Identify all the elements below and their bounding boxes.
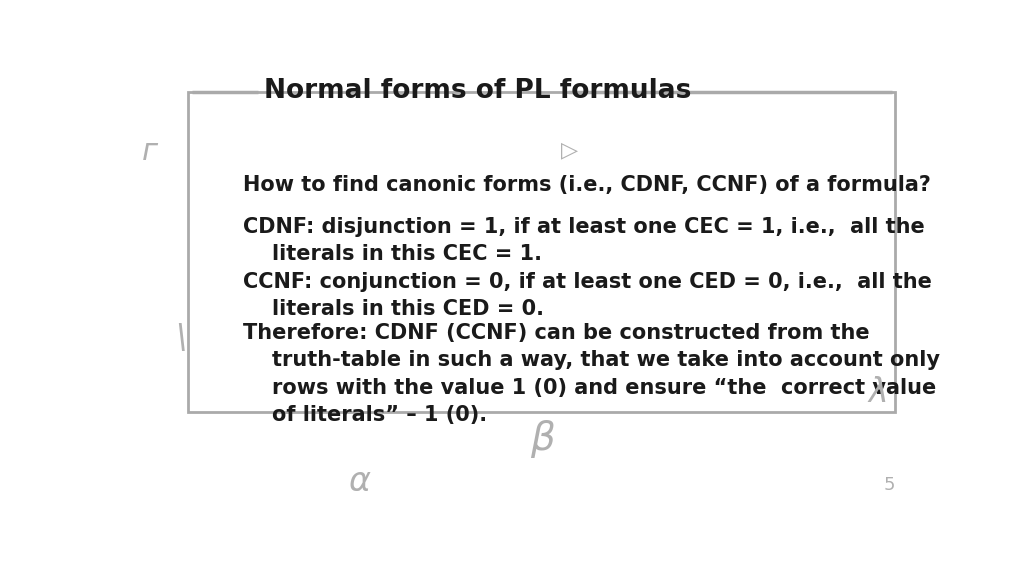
Text: Therefore: CDNF (CCNF) can be constructed from the
    truth-table in such a way: Therefore: CDNF (CCNF) can be constructe… bbox=[243, 323, 940, 425]
Text: α: α bbox=[348, 465, 370, 498]
Text: ▷: ▷ bbox=[561, 141, 579, 161]
Text: г: г bbox=[141, 137, 158, 166]
Text: 5: 5 bbox=[884, 476, 895, 494]
Text: λ: λ bbox=[868, 376, 888, 409]
Text: \: \ bbox=[175, 322, 186, 355]
Bar bbox=[188, 92, 895, 412]
Text: How to find canonic forms (i.e., CDNF, CCNF) of a formula?: How to find canonic forms (i.e., CDNF, C… bbox=[243, 175, 931, 195]
Text: β: β bbox=[530, 420, 555, 458]
Text: CCNF: conjunction = 0, if at least one CED = 0, i.e.,  all the
    literals in t: CCNF: conjunction = 0, if at least one C… bbox=[243, 272, 932, 319]
Text: CDNF: disjunction = 1, if at least one CEC = 1, i.e.,  all the
    literals in t: CDNF: disjunction = 1, if at least one C… bbox=[243, 217, 925, 264]
Text: Normal forms of PL formulas: Normal forms of PL formulas bbox=[263, 78, 691, 104]
